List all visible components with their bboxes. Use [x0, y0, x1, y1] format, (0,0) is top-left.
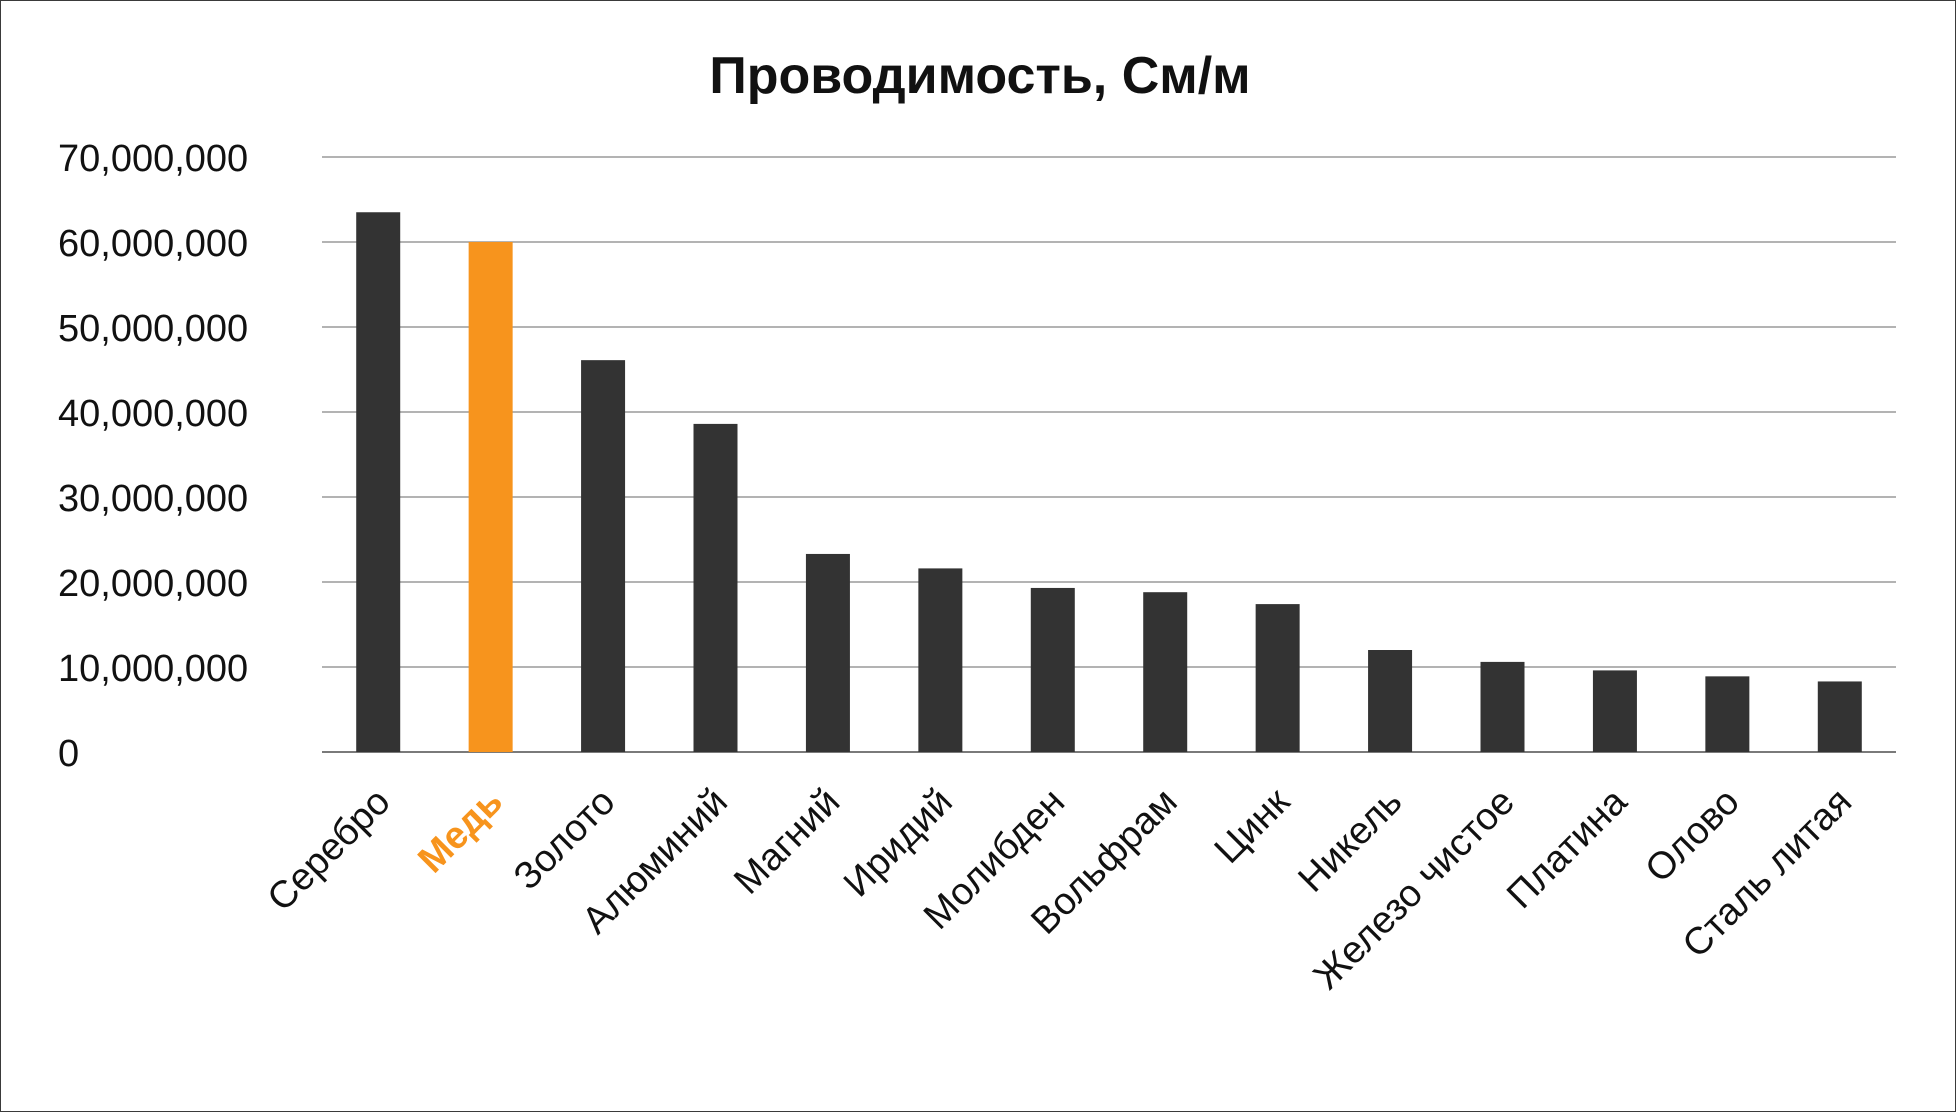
bar-4: [693, 423, 738, 752]
y-tick-label: 40,000,000: [58, 393, 248, 435]
bar-13: [1705, 676, 1750, 752]
bar-1: [356, 212, 401, 752]
y-axis-ticks: 0 10,000,000 20,000,000 30,000,000 40,000,00…: [58, 138, 248, 775]
x-tick-label: Цинк: [1207, 780, 1298, 871]
x-axis-ticks: Серебро МедьЗолотоАлюминийМагнийИридийМол…: [260, 780, 1860, 998]
bars: [356, 212, 1862, 752]
y-tick-label: 10,000,000: [58, 648, 248, 690]
bar-14: [1817, 681, 1862, 752]
x-tick-label: Олово: [1638, 781, 1748, 891]
x-tick-label: Серебро: [260, 781, 399, 920]
y-tick-label: 60,000,000: [58, 223, 248, 265]
bar-5: [805, 553, 850, 752]
bar-10: [1368, 650, 1413, 752]
y-tick-label: 50,000,000: [58, 308, 248, 350]
x-tick-label: Платина: [1499, 780, 1636, 917]
y-tick-label: 20,000,000: [58, 563, 248, 605]
bar-7: [1030, 587, 1075, 752]
bar-6: [918, 568, 963, 752]
bar-11: [1480, 661, 1525, 752]
gridlines: [322, 156, 1896, 753]
bar-8: [1143, 592, 1188, 752]
y-tick-label: 0: [58, 733, 79, 775]
bar-2: [468, 242, 513, 752]
bar-12: [1592, 670, 1637, 752]
x-tick-label: Магний: [726, 781, 848, 903]
x-tick-label: Медь: [410, 781, 511, 882]
y-tick-label: 70,000,000: [58, 138, 248, 180]
chart-title: Проводимость, См/м: [709, 47, 1250, 105]
bar-3: [581, 360, 626, 752]
bar-9: [1255, 604, 1300, 752]
x-tick-label: Железо чистое: [1306, 781, 1523, 998]
y-tick-label: 30,000,000: [58, 478, 248, 520]
